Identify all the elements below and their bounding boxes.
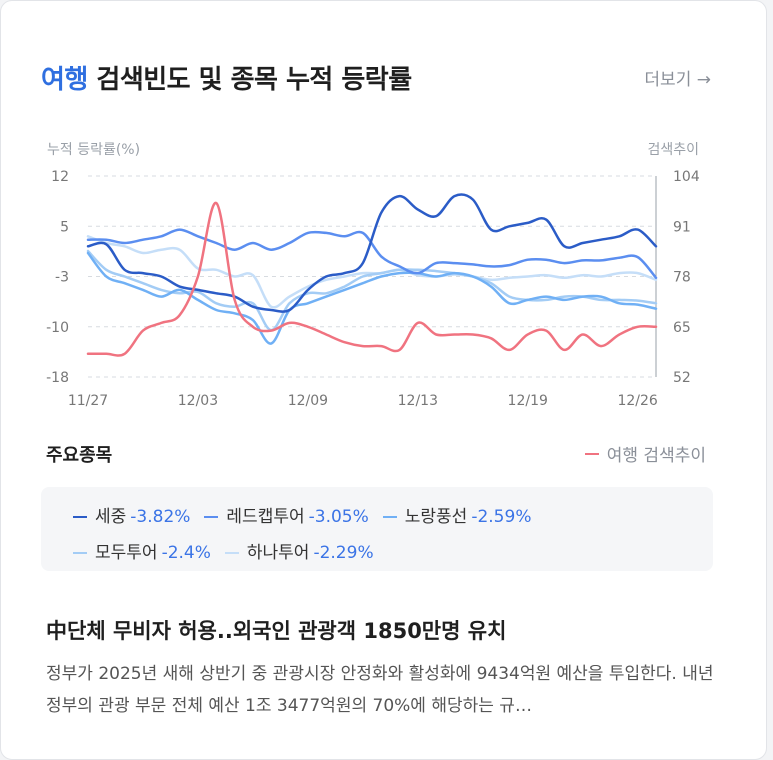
x-tick-label: 12/19 xyxy=(508,393,548,409)
y-right-tick-label: 104 xyxy=(673,169,700,185)
search-trend-chart: 누적 등락률(%) 검색추이 12 104 5 91 -3 78 -10 65 -18 52 11/27… xyxy=(46,142,700,409)
card-title: 여행 검색빈도 및 종목 누적 등락률 xyxy=(41,59,412,96)
trend-legend: 여행 검색추이 xyxy=(584,441,706,466)
stock-change: -3.82% xyxy=(130,507,191,527)
y-right-tick-label: 78 xyxy=(673,270,691,286)
x-tick-label: 12/09 xyxy=(288,393,328,409)
y-right-tick-label: 52 xyxy=(673,370,691,386)
series-line-1 xyxy=(86,228,658,280)
stock-change: -2.59% xyxy=(471,507,532,527)
x-tick-label: 12/26 xyxy=(617,393,657,409)
series-line-2 xyxy=(86,251,658,345)
stock-swatch xyxy=(73,552,87,554)
x-tick-label: 12/13 xyxy=(398,393,438,409)
y-left-tick-label: 12 xyxy=(51,169,69,185)
section-title-main-stocks: 주요종목 xyxy=(46,445,113,466)
stock-item[interactable]: 레드캡투어 -3.05% xyxy=(204,501,369,533)
stock-swatch xyxy=(382,516,397,518)
x-tick-label: 11/27 xyxy=(68,393,108,409)
stock-swatch xyxy=(224,552,239,554)
stock-name: 노랑풍선 xyxy=(404,507,468,527)
stock-name: 모두투어 xyxy=(95,543,158,563)
stock-item[interactable]: 세중 -3.82% xyxy=(73,501,190,533)
right-axis-label: 검색추이 xyxy=(647,142,699,158)
news-headline[interactable]: 中단체 무비자 허용..외국인 관광객 1850만명 유치 xyxy=(46,619,507,643)
stock-name: 하나투어 xyxy=(246,543,310,563)
y-left-tick-label: -18 xyxy=(46,370,69,386)
stock-name: 레드캡투어 xyxy=(226,507,305,527)
left-axis-label: 누적 등락률(%) xyxy=(47,142,140,158)
stock-item[interactable]: 모두투어 -2.4% xyxy=(73,537,211,569)
series-line-0 xyxy=(86,193,658,313)
title-text: 검색빈도 및 종목 누적 등락률 xyxy=(87,65,412,95)
stock-change: -2.4% xyxy=(161,543,211,563)
series-line-4 xyxy=(86,235,658,309)
stock-name: 세중 xyxy=(95,507,127,527)
stock-list: 세중 -3.82% 레드캡투어 -3.05% 노랑풍선 -2.59% 모두투어 -2.4% 하나… xyxy=(41,487,713,571)
series-line-3 xyxy=(86,249,658,332)
more-link[interactable]: 더보기 → xyxy=(644,70,711,90)
news-body: 정부가 2025년 새해 상반기 중 관광시장 안정화와 활성화에 9434억원… xyxy=(46,664,714,716)
stock-item[interactable]: 하나투어 -2.29% xyxy=(224,537,374,569)
title-keyword: 여행 xyxy=(41,65,88,95)
y-left-tick-label: -10 xyxy=(46,320,69,336)
trend-swatch xyxy=(584,452,599,455)
stock-item[interactable]: 노랑풍선 -2.59% xyxy=(382,501,532,533)
y-left-tick-label: -3 xyxy=(55,270,69,286)
stock-swatch xyxy=(204,516,219,518)
stock-change: -3.05% xyxy=(308,507,369,527)
y-right-tick-label: 91 xyxy=(673,219,691,235)
stock-swatch xyxy=(73,516,87,518)
x-tick-label: 12/03 xyxy=(178,393,218,409)
trend-legend-label: 여행 검색추이 xyxy=(606,446,706,466)
stock-change: -2.29% xyxy=(313,543,374,563)
y-right-tick-label: 65 xyxy=(673,320,691,336)
series-line-search-trend xyxy=(86,201,658,357)
y-left-tick-label: 5 xyxy=(60,219,69,235)
